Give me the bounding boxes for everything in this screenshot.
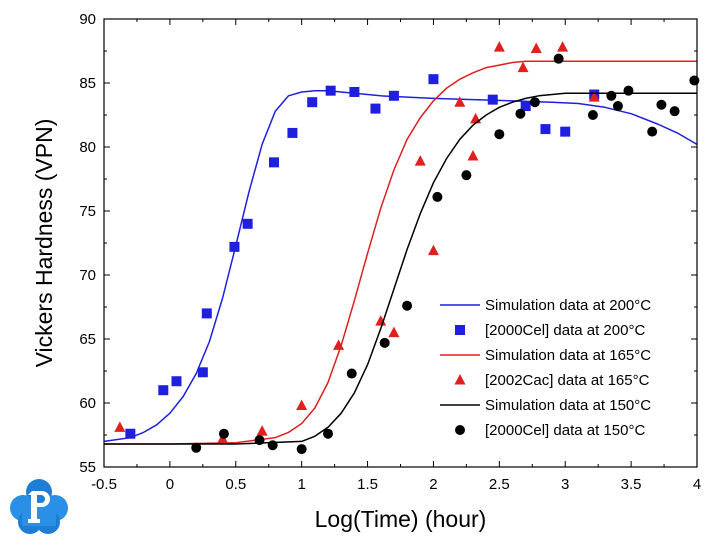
data-point-square	[242, 218, 253, 229]
data-point-square	[349, 86, 360, 97]
data-point-circle	[346, 368, 357, 379]
data-point-triangle	[557, 41, 569, 52]
y-tick-label: 55	[79, 459, 96, 476]
legend-label-5: [2000Cel] data at 150°C	[485, 422, 645, 439]
y-tick-label: 70	[79, 267, 96, 284]
data-point-triangle	[114, 421, 126, 432]
data-point-circle	[494, 129, 505, 140]
data-point-circle	[218, 428, 229, 439]
legend: Simulation data at 200°C [2000Cel] data a…	[440, 297, 651, 439]
data-point-circle	[647, 126, 658, 137]
data-point-triangle	[388, 326, 400, 338]
data-point-circle	[296, 444, 307, 455]
x-axis-title: Log(Time) (hour)	[315, 506, 487, 532]
data-point-square	[171, 376, 182, 387]
x-tick-label: 2	[429, 476, 437, 493]
logo-icon	[10, 479, 68, 534]
data-point-square	[520, 101, 531, 112]
series-line-4	[104, 92, 697, 445]
x-tick-label: 0.5	[225, 476, 246, 493]
data-point-triangle	[296, 399, 308, 411]
data-point-square	[158, 385, 169, 396]
data-point-square	[201, 308, 212, 319]
data-point-square	[229, 241, 240, 252]
data-point-triangle	[333, 339, 345, 350]
data-point-square	[487, 94, 498, 105]
data-point-triangle	[454, 96, 466, 107]
data-point-square	[325, 85, 336, 96]
data-point-triangle	[530, 42, 542, 53]
series-line-0	[103, 89, 698, 443]
legend-label-4: Simulation data at 150°C	[485, 397, 651, 414]
data-point-circle	[379, 337, 390, 348]
data-point-square	[560, 126, 571, 137]
legend-label-3: [2002Cac] data at 165°C	[485, 372, 650, 389]
data-point-square	[307, 97, 318, 108]
y-tick-label: 75	[79, 203, 96, 220]
data-point-circle	[689, 75, 700, 86]
data-point-square	[370, 103, 381, 114]
data-point-triangle	[470, 112, 482, 124]
y-tick-label: 85	[79, 75, 96, 92]
data-point-square	[268, 157, 279, 168]
data-point-circle	[669, 106, 680, 117]
data-point-circle	[402, 300, 413, 311]
series-line-2	[104, 60, 697, 445]
legend-swatch-5	[455, 425, 465, 435]
x-tick-label: 0	[166, 476, 174, 493]
x-tick-label: 3.5	[621, 476, 642, 493]
legend-label-2: Simulation data at 165°C	[485, 347, 651, 364]
data-point-triangle	[414, 155, 426, 166]
data-point-square	[428, 74, 439, 85]
data-point-circle	[656, 99, 667, 110]
x-tick-label: 4	[693, 476, 701, 493]
y-tick-label: 90	[79, 11, 96, 28]
y-tick-label: 60	[79, 395, 96, 412]
data-point-circle	[553, 53, 564, 64]
x-tick-label: 3	[561, 476, 569, 493]
x-tick-label: 1	[297, 476, 305, 493]
data-point-triangle	[375, 315, 387, 326]
data-point-circle	[461, 170, 472, 181]
y-tick-label: 80	[79, 139, 96, 156]
x-tick-label: 2.5	[489, 476, 510, 493]
data-point-square	[197, 367, 208, 378]
data-point-triangle	[427, 244, 439, 256]
legend-label-0: Simulation data at 200°C	[485, 297, 651, 314]
data-point-circle	[623, 85, 634, 96]
data-point-circle	[267, 440, 278, 451]
data-point-circle	[323, 428, 334, 439]
legend-label-1: [2000Cel] data at 200°C	[485, 322, 645, 339]
data-point-circle	[587, 110, 598, 120]
x-tick-label: 1.5	[357, 476, 378, 493]
data-point-circle	[515, 108, 526, 119]
data-point-square	[125, 428, 136, 439]
data-point-circle	[612, 101, 623, 112]
data-point-square	[540, 124, 551, 135]
data-point-circle	[432, 191, 443, 202]
legend-swatch-3	[454, 374, 466, 385]
data-point-circle	[606, 90, 617, 101]
data-point-triangle	[467, 149, 479, 161]
y-axis-title: Vickers Hardness (VPN)	[31, 119, 57, 368]
axes: -0.5 0 0.5 1 1.5 2 2.5 3 3.5 4 55 60 65 70 75 80 85 90	[79, 11, 701, 493]
data-point-square	[287, 127, 298, 138]
data-point-circle	[529, 97, 540, 108]
data-point-square	[388, 90, 399, 101]
data-point-circle	[254, 435, 265, 446]
data-point-triangle	[256, 425, 268, 436]
y-tick-label: 65	[79, 331, 96, 348]
data-point-triangle	[493, 41, 505, 52]
x-tick-label: -0.5	[91, 476, 117, 493]
legend-swatch-1	[455, 325, 465, 335]
data-point-circle	[191, 442, 202, 453]
data-point-triangle	[517, 61, 529, 73]
data-marks	[103, 41, 700, 455]
data-point-triangle	[588, 91, 600, 102]
